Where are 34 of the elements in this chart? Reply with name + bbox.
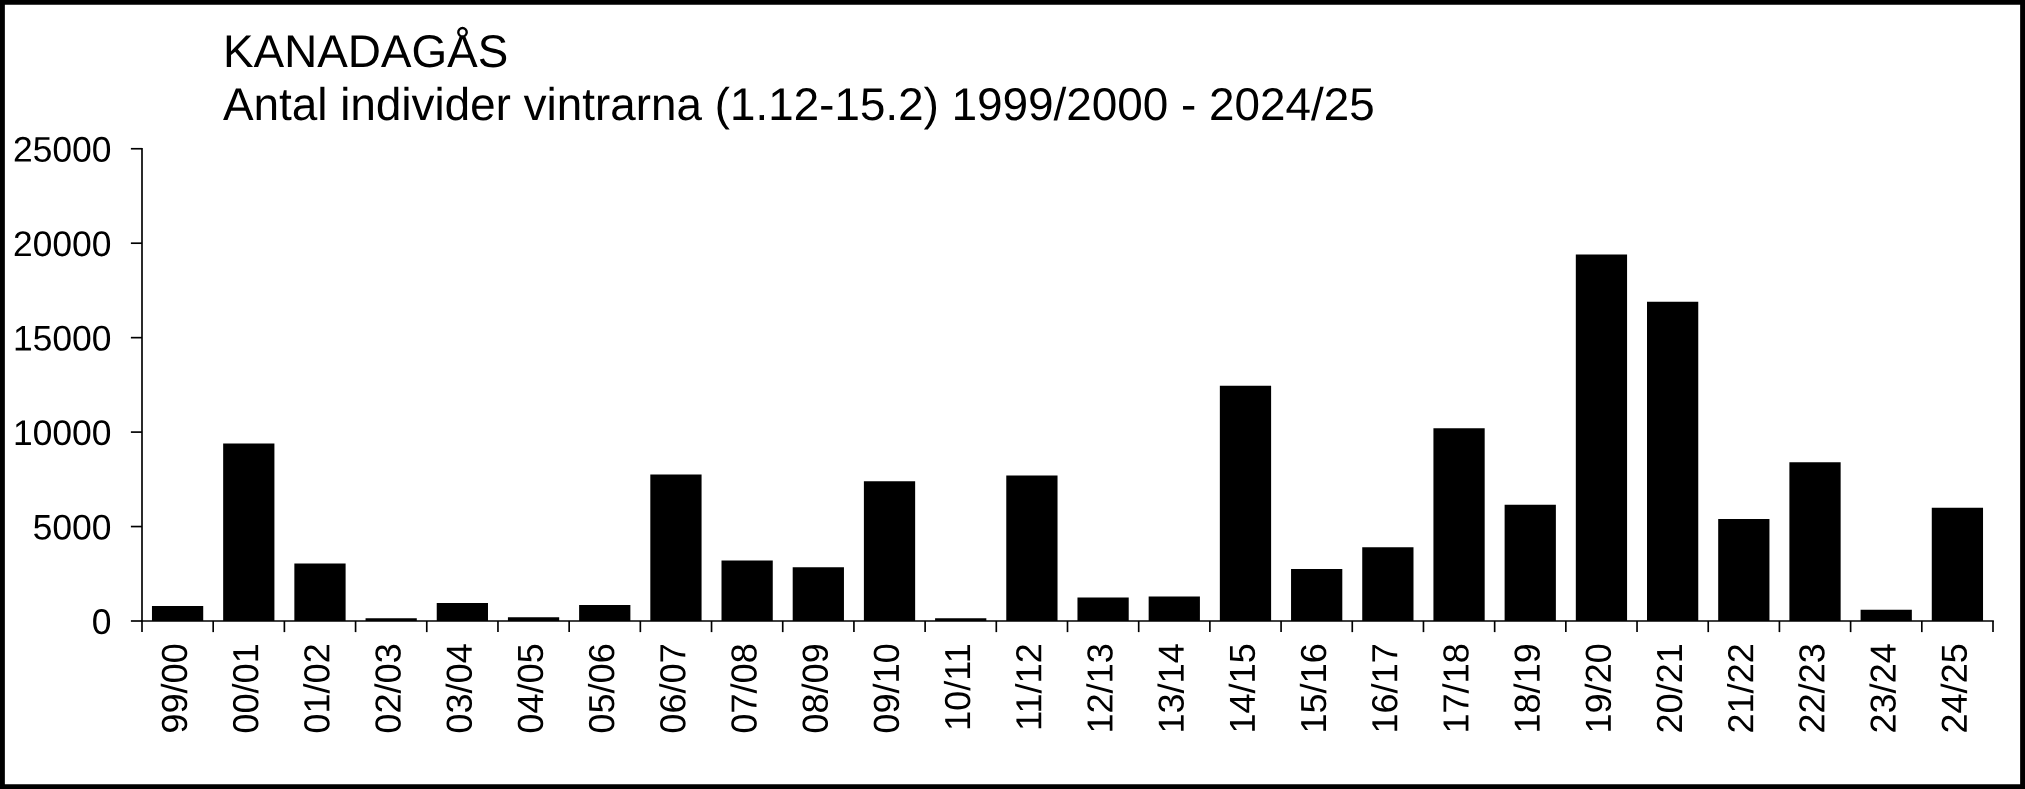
x-tick-label: 09/10 <box>872 644 900 733</box>
y-tick-label: 0 <box>93 609 111 635</box>
x-tick-label: 22/23 <box>1798 644 1825 732</box>
chart-subtitle: Antal individer vintrarna (1.12-15.2) 1999/2000 - 2024/25 <box>223 86 1373 130</box>
x-tick-label: 17/18 <box>1442 644 1469 731</box>
x-tick-label: 16/17 <box>1371 645 1398 731</box>
y-tick-label: 15000 <box>15 325 111 351</box>
x-tick-label: 03/04 <box>445 644 473 733</box>
x-tick-label: 04/05 <box>516 644 544 733</box>
x-tick-label: 12/13 <box>1086 644 1113 731</box>
chart-title: KANADAGÅS <box>226 26 507 68</box>
x-tick-label: 15/16 <box>1299 644 1327 731</box>
x-tick-label: 14/15 <box>1228 644 1256 731</box>
y-tick-label: 5000 <box>34 514 111 540</box>
x-tick-label: 19/20 <box>1584 644 1612 731</box>
x-tick-label: 11/12 <box>1015 645 1042 729</box>
x-tick-label: 06/07 <box>659 645 686 733</box>
x-tick-label: 07/08 <box>730 644 757 733</box>
x-tick-label: 10/11 <box>943 644 971 729</box>
x-tick-label: 13/14 <box>1157 644 1184 731</box>
x-tick-label: 02/03 <box>374 644 401 733</box>
x-tick-label: 20/21 <box>1655 644 1683 732</box>
x-tick-label: 21/22 <box>1727 645 1754 732</box>
x-tick-label: 05/06 <box>587 644 615 733</box>
x-tick-label: 99/00 <box>160 644 188 732</box>
y-tick-label: 10000 <box>15 420 111 446</box>
x-tick-label: 24/25 <box>1940 644 1968 732</box>
x-tick-label: 18/19 <box>1513 644 1540 731</box>
x-tick-label: 00/01 <box>231 644 259 733</box>
x-tick-label: 01/02 <box>303 645 330 733</box>
y-tick-label: 25000 <box>14 136 111 162</box>
x-tick-label: 23/24 <box>1869 644 1896 732</box>
y-tick-label: 20000 <box>14 231 111 257</box>
x-tick-label: 08/09 <box>801 644 829 733</box>
